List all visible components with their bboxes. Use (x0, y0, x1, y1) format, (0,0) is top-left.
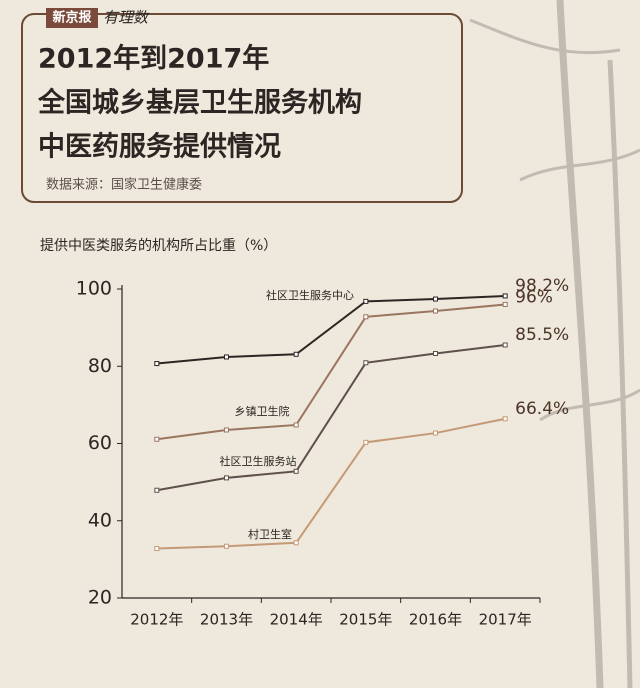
bamboo-decoration (469, 0, 640, 688)
x-tick-label: 2015年 (339, 611, 392, 629)
x-tick-label: 2012年 (130, 611, 183, 629)
series-name: 社区卫生服务站 (220, 454, 297, 468)
brand-box (46, 8, 98, 28)
header-frame (21, 13, 463, 203)
y-axis-label: 提供中医类服务的机构所占比重（%） (40, 238, 277, 254)
series-line (156, 303, 506, 441)
y-tick-label: 80 (88, 355, 112, 377)
y-tick-label: 60 (88, 432, 112, 454)
value-label: 96% (515, 287, 553, 307)
data-point (502, 301, 508, 307)
data-point (363, 298, 369, 304)
data-point (154, 436, 160, 442)
data-point (293, 468, 299, 474)
data-point (154, 361, 160, 367)
data-point (154, 546, 160, 552)
data-point (502, 342, 508, 348)
value-label: 98.2% (515, 276, 569, 296)
data-point (293, 351, 299, 357)
data-point (502, 416, 508, 422)
title-line: 2012年到2017年 (38, 43, 269, 75)
y-tick-label: 20 (88, 587, 112, 609)
data-point (433, 351, 438, 357)
data-point (224, 354, 229, 360)
data-point (293, 540, 299, 546)
x-tick-label: 2014年 (270, 611, 323, 629)
y-tick-label: 40 (88, 509, 112, 531)
value-label: 85.5% (515, 325, 569, 345)
series-name: 乡镇卫生院 (235, 404, 290, 418)
x-tick-label: 2013年 (200, 611, 253, 629)
data-point (293, 422, 299, 428)
data-point (363, 360, 369, 366)
data-point (433, 296, 438, 302)
series-name: 社区卫生服务中心 (266, 288, 354, 302)
x-tick-label: 2016年 (409, 611, 462, 629)
source: 数据来源：国家卫生健康委 (46, 177, 202, 193)
title-line: 全国城乡基层卫生服务机构 (37, 87, 362, 119)
series-line (156, 344, 506, 492)
data-point (224, 427, 229, 433)
data-point (363, 439, 369, 445)
title-line: 中医药服务提供情况 (38, 132, 281, 163)
data-point (224, 475, 229, 481)
column-name: 有理数 (103, 9, 150, 27)
data-point (154, 487, 160, 493)
series-line (156, 417, 506, 550)
data-point (224, 543, 229, 549)
data-point (502, 293, 508, 299)
data-point (433, 308, 438, 314)
x-tick-label: 2017年 (479, 611, 532, 629)
series-name: 村卫生室 (248, 527, 292, 541)
data-point (363, 314, 369, 320)
y-tick-label: 100 (76, 278, 112, 300)
brand: 新京报 (52, 10, 92, 26)
value-label: 66.4% (515, 399, 569, 419)
data-point (433, 430, 438, 436)
series-line (156, 294, 506, 365)
